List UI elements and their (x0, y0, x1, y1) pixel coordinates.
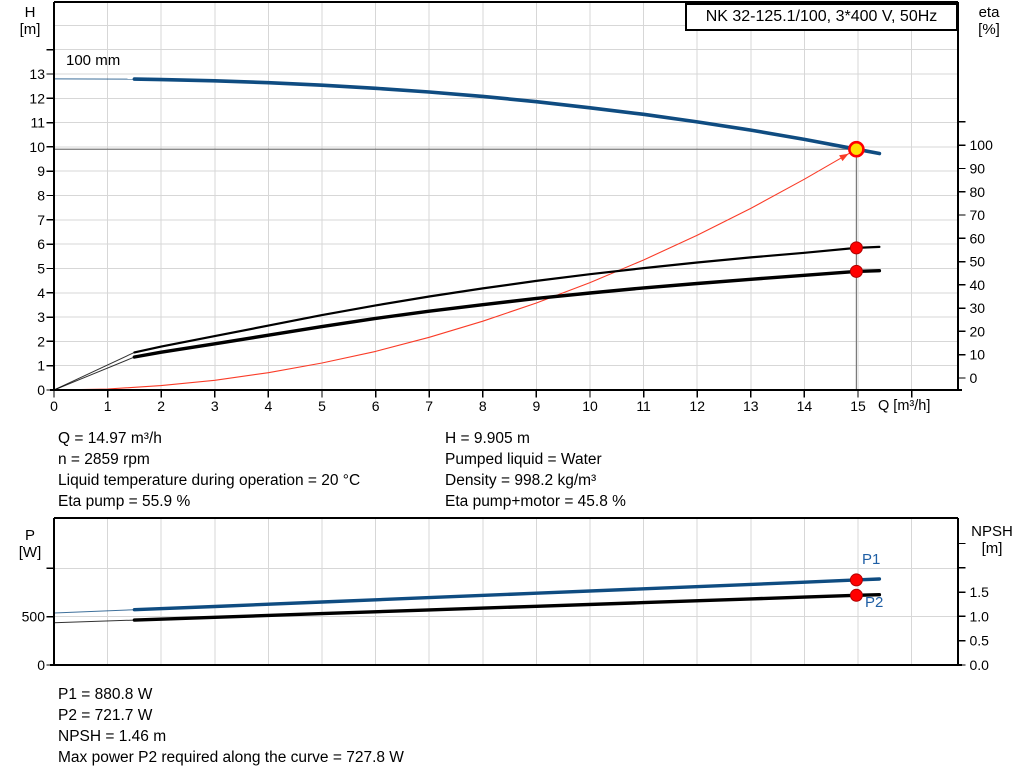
info-flow: Q = 14.97 m³/h (58, 430, 162, 447)
q-tick-label: 11 (636, 398, 651, 414)
info-density: Density = 998.2 kg/m³ (445, 472, 597, 489)
p2-marker (849, 588, 863, 602)
q-tick-label: 7 (425, 398, 433, 414)
eta-tick-label: 40 (970, 277, 986, 293)
h-tick-label: 13 (29, 66, 45, 82)
p1-curve (132, 577, 882, 612)
eta-tick-label: 90 (970, 160, 986, 176)
pump-title-box: NK 32-125.1/100, 3*400 V, 50Hz (685, 3, 958, 31)
p-axis-title: P [W] (8, 527, 52, 561)
q-tick-label: 14 (797, 398, 813, 414)
npsh-tick-label: 1.0 (970, 608, 990, 624)
npsh-axis-symbol: NPSH (971, 523, 1013, 540)
info-p2: P2 = 721.7 W (58, 707, 153, 724)
eta-tick-label: 70 (970, 207, 986, 223)
h-tick-label: 3 (37, 309, 45, 325)
duty-info-left-column: Q = 14.97 m³/h n = 2859 rpm Liquid tempe… (58, 428, 360, 512)
h-tick-label: 5 (37, 260, 45, 276)
eta-tick-label: 50 (970, 254, 986, 270)
duty-point-marker (848, 140, 865, 158)
eta-pump-curve (133, 245, 881, 354)
npsh-tick-label: 0.0 (970, 657, 990, 673)
p2-curve-label: P2 (865, 594, 884, 611)
eta-pump-motor-marker (849, 264, 863, 278)
p1-curve-label: P1 (862, 551, 881, 568)
eta-axis-symbol: eta (978, 4, 1000, 21)
p-tick-label: 0 (37, 657, 45, 673)
h-tick-label: 2 (37, 333, 45, 349)
p-axis-unit: [W] (18, 544, 42, 561)
p1-curve-min-flow-ext (53, 609, 135, 614)
q-tick-label: 13 (743, 398, 759, 414)
p-axis-symbol: P (24, 527, 35, 544)
q-tick-label: 15 (850, 398, 866, 414)
h-tick-label: 11 (30, 115, 45, 131)
eta-tick-label: 80 (970, 184, 986, 200)
q-tick-label: 2 (157, 398, 165, 414)
info-eta-pump: Eta pump = 55.9 % (58, 493, 191, 510)
npsh-tick-label: 1.5 (970, 584, 990, 600)
h-tick-label: 7 (37, 212, 45, 228)
h-tick-label: 8 (37, 188, 45, 204)
h-tick-label: 6 (37, 236, 45, 252)
h-tick-label: 12 (29, 90, 45, 106)
h-tick-label: 10 (29, 139, 45, 155)
info-max-power: Max power P2 required along the curve = … (58, 749, 404, 766)
eta-tick-label: 30 (970, 300, 986, 316)
info-liquid-temperature: Liquid temperature during operation = 20… (58, 472, 361, 489)
duty-info-right-column: H = 9.905 m Pumped liquid = Water Densit… (445, 428, 626, 512)
q-tick-label: 4 (265, 398, 273, 414)
h-axis-title: H [m] (8, 4, 52, 38)
eta-axis-unit: [%] (978, 21, 1000, 38)
npsh-axis-title: NPSH [m] (962, 523, 1022, 557)
eta-pump-motor-curve (132, 269, 882, 359)
eta-pump-curve-min-flow-ext (53, 351, 135, 391)
q-tick-label: 0 (50, 398, 58, 414)
q-axis-title: Q [m³/h] (878, 398, 931, 414)
info-speed: n = 2859 rpm (58, 451, 150, 468)
system-curve-arrow (839, 153, 849, 162)
q-tick-label: 5 (318, 398, 326, 414)
eta-axis-title: eta [%] (966, 4, 1012, 38)
h-tick-label: 4 (37, 285, 45, 301)
eta-tick-label: 0 (970, 370, 978, 386)
q-tick-label: 8 (479, 398, 487, 414)
h-axis-unit: [m] (19, 21, 41, 38)
p2-curve (132, 593, 882, 622)
head-curve (132, 77, 882, 156)
q-tick-label: 3 (211, 398, 219, 414)
eta-tick-label: 10 (970, 347, 986, 363)
h-axis-symbol: H (24, 4, 36, 21)
info-head: H = 9.905 m (445, 430, 530, 447)
eta-tick-label: 60 (970, 230, 986, 246)
eta-pump-motor-curve-min-flow-ext (53, 356, 135, 391)
p2-curve-min-flow-ext (53, 619, 135, 624)
eta-tick-label: 100 (970, 137, 994, 153)
npsh-tick-label: 0.5 (970, 633, 990, 649)
impeller-diameter-label: 100 mm (66, 52, 121, 69)
system-curve (53, 148, 857, 391)
q-tick-label: 12 (689, 398, 705, 414)
npsh-axis-unit: [m] (981, 540, 1003, 557)
h-tick-label: 0 (37, 382, 45, 398)
info-eta-pump-motor: Eta pump+motor = 45.8 % (445, 493, 626, 510)
q-tick-label: 1 (104, 398, 112, 414)
p-tick-label: 500 (22, 609, 46, 625)
info-npsh: NPSH = 1.46 m (58, 728, 167, 745)
q-tick-label: 9 (533, 398, 541, 414)
info-p1: P1 = 880.8 W (58, 686, 153, 703)
h-tick-label: 9 (37, 163, 45, 179)
q-tick-label: 6 (372, 398, 380, 414)
h-tick-label: 1 (37, 358, 45, 374)
q-tick-label: 10 (582, 398, 598, 414)
power-info-block: P1 = 880.8 W P2 = 721.7 W NPSH = 1.46 m … (58, 684, 404, 768)
p1-marker (849, 573, 863, 587)
info-pumped-liquid: Pumped liquid = Water (445, 451, 602, 468)
eta-pump-marker (849, 241, 863, 255)
eta-tick-label: 20 (970, 323, 986, 339)
